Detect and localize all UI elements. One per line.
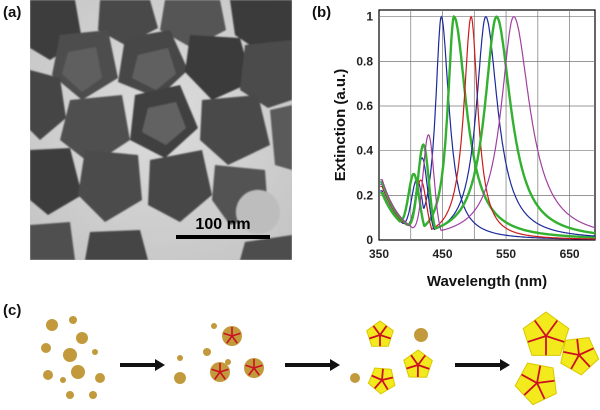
twin-line: [223, 332, 233, 337]
arrow-head: [330, 359, 340, 371]
twin-line: [211, 368, 221, 373]
seed-particle: [174, 372, 186, 384]
arrows: [120, 359, 510, 371]
x-tick-label: 650: [560, 247, 580, 261]
seed-particle: [71, 365, 85, 379]
twin-line: [521, 373, 538, 384]
twin-line: [536, 382, 546, 400]
seed-particle: [41, 343, 51, 353]
series-line: [380, 14, 595, 239]
twin-line: [545, 319, 559, 337]
seed-particle: [92, 349, 98, 355]
panel-b-label: (b): [312, 4, 332, 21]
seed-particle: [203, 348, 211, 356]
twin-line: [371, 374, 383, 381]
seed-particle: [414, 328, 428, 342]
twin-line: [527, 335, 547, 343]
twin-line: [245, 364, 255, 369]
nanoparticle-cluster: [30, 0, 292, 260]
seed-particle: [225, 359, 231, 365]
twin-line: [523, 382, 538, 396]
twin-line: [410, 354, 419, 366]
plot-area: [378, 9, 596, 241]
x-tick-label: 550: [496, 247, 516, 261]
seed-particle: [46, 319, 58, 331]
growth-scheme: [41, 311, 600, 406]
twin-line: [219, 371, 226, 380]
seed-particle: [60, 377, 66, 383]
twin-line: [578, 347, 594, 356]
y-tick-label: 0.6: [356, 99, 373, 113]
stage3-particles: [350, 320, 433, 395]
scale-bar: [176, 235, 270, 239]
seed-particle: [177, 355, 183, 361]
y-tick-label: 0.2: [356, 188, 373, 202]
x-tick-label: 350: [369, 247, 389, 261]
y-tick-label: 0.4: [356, 144, 373, 158]
y-tick-label: 0.8: [356, 54, 373, 68]
seed-particle: [95, 373, 105, 383]
twin-line: [576, 339, 580, 356]
y-tick-label: 0: [366, 233, 373, 247]
decahedron: [522, 311, 570, 356]
twin-line: [563, 350, 580, 356]
tick-labels: 0 0.2 0.4 0.6 0.8 1 350 450 550 650: [356, 10, 580, 261]
seed-particle: [350, 373, 360, 383]
x-axis-title: Wavelength (nm): [427, 273, 547, 290]
twin-line: [214, 371, 221, 380]
panel-a-label: (a): [3, 4, 22, 21]
series-line: [380, 16, 596, 232]
extinction-spectra-chart: 0 0.2 0.4 0.6 0.8 1 350 450 550 650 Wavelength (n…: [332, 9, 596, 290]
seed-particle: [76, 332, 88, 344]
twin-line: [545, 335, 565, 343]
series-line: [380, 15, 596, 235]
twin-line: [231, 335, 238, 344]
seed-particle: [63, 348, 77, 362]
seed-particle: [89, 391, 97, 399]
series-group: [380, 14, 596, 240]
seed-particle: [43, 370, 53, 380]
twin-line: [372, 325, 381, 336]
twin-line: [381, 368, 384, 381]
twin-line: [231, 332, 241, 337]
twin-line: [381, 379, 389, 391]
arrow-head: [155, 359, 165, 371]
twin-line: [226, 335, 233, 344]
seed-particle: [66, 391, 74, 399]
twin-line: [248, 367, 255, 376]
scale-bar-label: 100 nm: [195, 216, 250, 233]
twin-line: [406, 364, 419, 370]
y-axis-title: Extinction (a.u.): [332, 69, 349, 182]
twin-line: [369, 334, 381, 340]
stage2-particles: [174, 323, 264, 384]
twin-line: [536, 365, 542, 384]
twin-line: [379, 334, 391, 340]
seed-particle: [211, 323, 217, 329]
twin-line: [253, 364, 263, 369]
arrow-head: [500, 359, 510, 371]
grid-lines: [379, 10, 595, 240]
twin-line: [417, 364, 430, 370]
twin-line: [536, 379, 555, 384]
twin-line: [381, 376, 394, 381]
twin-line: [417, 354, 426, 366]
twin-line: [253, 367, 260, 376]
tem-micrograph: 100 nm: [30, 0, 292, 260]
twin-line: [570, 354, 580, 370]
seed-particles: [41, 316, 105, 399]
twin-line: [533, 319, 547, 337]
twin-line: [379, 325, 388, 336]
twin-line: [373, 379, 383, 390]
twin-line: [219, 368, 229, 373]
twin-line: [578, 354, 591, 368]
panel-c-label: (c): [3, 302, 22, 319]
x-tick-label: 450: [433, 247, 453, 261]
stage4-particles: [514, 311, 600, 406]
y-tick-label: 1: [366, 10, 373, 24]
seed-particle: [69, 316, 77, 324]
